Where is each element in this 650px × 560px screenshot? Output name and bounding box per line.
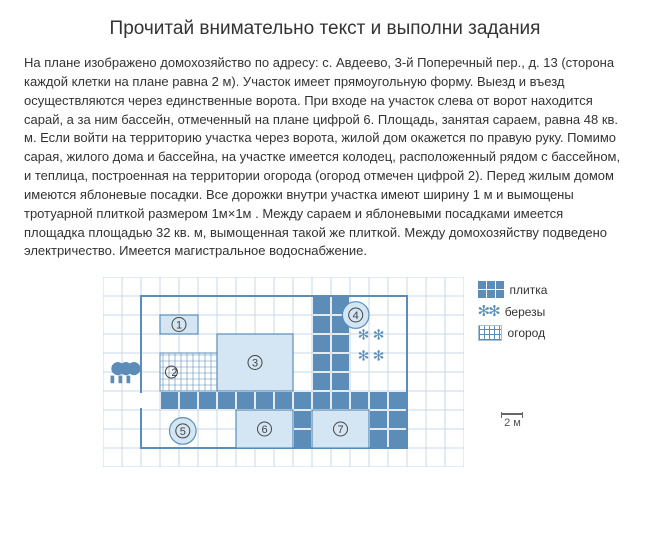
legend-row-garden: огород [478,325,548,341]
svg-text:1: 1 [175,320,181,332]
tree-swatch-icon: ✻✻ [478,304,499,319]
svg-text:▮: ▮ [125,374,131,385]
legend-row-tiles: плитка [478,281,548,298]
legend-label: огород [508,326,546,340]
problem-text: На плане изображено домохозяйство по адр… [24,54,626,261]
scale-label: 2 м [504,417,521,429]
page-title: Прочитай внимательно текст и выполни зад… [24,18,626,40]
legend-label: плитка [510,283,548,297]
svg-text:✻: ✻ [372,327,384,343]
legend-label: березы [505,305,546,319]
svg-text:7: 7 [337,424,343,436]
svg-text:▮: ▮ [109,374,115,385]
svg-text:✻: ✻ [357,348,369,364]
svg-text:5: 5 [179,426,185,438]
tiles-swatch-icon [478,281,504,298]
svg-text:6: 6 [261,424,267,436]
svg-text:▮: ▮ [117,374,123,385]
plan-container: 2136754✻✻✻✻⬤▮⬤▮⬤▮ плитка ✻✻ березы огоро… [24,277,626,467]
legend-row-trees: ✻✻ березы [478,304,548,319]
scale-indicator: 2 м [478,413,548,429]
svg-text:✻: ✻ [372,348,384,364]
plan-legend: плитка ✻✻ березы огород 2 м [478,277,548,429]
svg-text:4: 4 [352,310,358,322]
svg-text:3: 3 [251,358,257,370]
svg-text:✻: ✻ [357,327,369,343]
plan-diagram: 2136754✻✻✻✻⬤▮⬤▮⬤▮ [103,277,464,467]
garden-swatch-icon [478,325,502,341]
